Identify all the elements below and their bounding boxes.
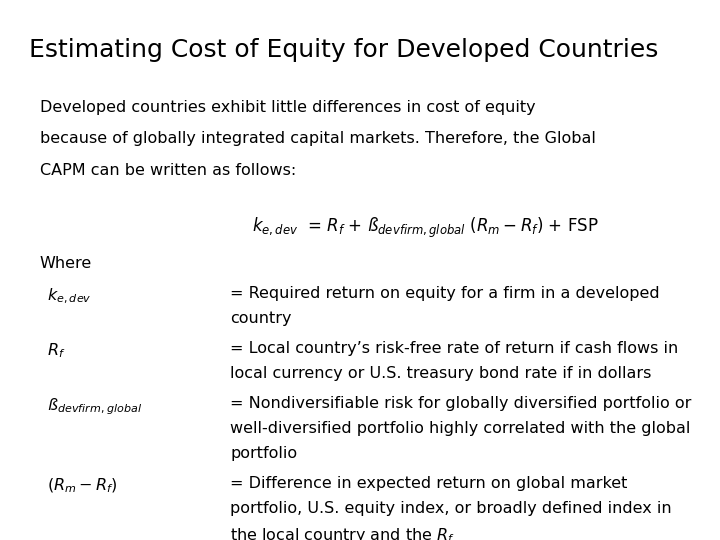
Text: Where: Where (40, 256, 92, 272)
Text: CAPM can be written as follows:: CAPM can be written as follows: (40, 163, 296, 178)
Text: = Nondiversifiable risk for globally diversified portfolio or: = Nondiversifiable risk for globally div… (230, 396, 692, 411)
Text: local currency or U.S. treasury bond rate if in dollars: local currency or U.S. treasury bond rat… (230, 366, 652, 381)
Text: the local country and the $R_f$: the local country and the $R_f$ (230, 526, 455, 540)
Text: country: country (230, 311, 292, 326)
Text: $k_{e,dev}$: $k_{e,dev}$ (47, 286, 91, 306)
Text: = Difference in expected return on global market: = Difference in expected return on globa… (230, 476, 628, 491)
Text: because of globally integrated capital markets. Therefore, the Global: because of globally integrated capital m… (40, 131, 595, 146)
Text: $k_{e,dev}$  = $R_f$ + $\ss_{devfirm,global}$ $(R_m - R_f)$ + FSP: $k_{e,dev}$ = $R_f$ + $\ss_{devfirm,glob… (252, 216, 599, 240)
Text: Estimating Cost of Equity for Developed Countries: Estimating Cost of Equity for Developed … (29, 38, 658, 62)
Text: = Local country’s risk-free rate of return if cash flows in: = Local country’s risk-free rate of retu… (230, 341, 679, 356)
Text: $\ss_{devfirm,global}$: $\ss_{devfirm,global}$ (47, 396, 142, 417)
Text: well-diversified portfolio highly correlated with the global: well-diversified portfolio highly correl… (230, 421, 690, 436)
Text: = Required return on equity for a firm in a developed: = Required return on equity for a firm i… (230, 286, 660, 301)
Text: $(R_m - R_f)$: $(R_m - R_f)$ (47, 476, 117, 495)
Text: portfolio: portfolio (230, 446, 297, 461)
Text: portfolio, U.S. equity index, or broadly defined index in: portfolio, U.S. equity index, or broadly… (230, 501, 672, 516)
Text: $R_f$: $R_f$ (47, 341, 66, 360)
Text: Developed countries exhibit little differences in cost of equity: Developed countries exhibit little diffe… (40, 100, 535, 115)
